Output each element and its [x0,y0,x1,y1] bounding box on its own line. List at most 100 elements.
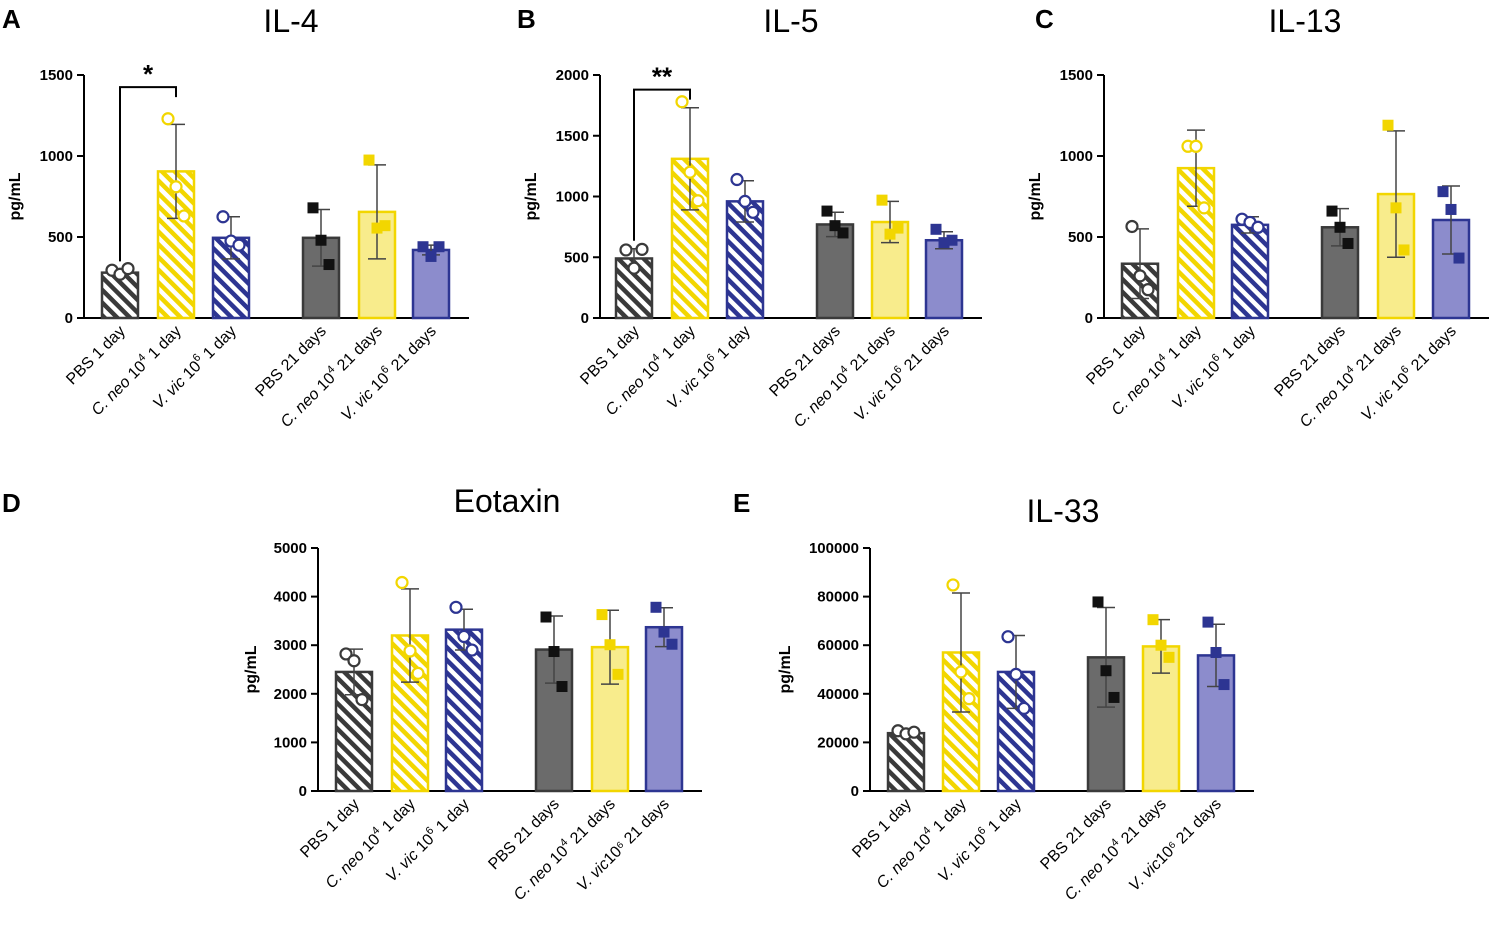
data-point [946,578,960,592]
x-tick-label: C. neo 104 1 day [1106,321,1204,419]
error-bar-2 [401,588,419,683]
y-tick-label: 1000 [1060,148,1093,165]
y-axis-title: pg/mL [777,645,794,693]
data-point [619,243,633,257]
data-point [1125,219,1139,234]
data-point [457,629,471,644]
y-axis-title: pg/mL [523,172,540,220]
y-tick-label: 0 [299,783,307,800]
x-tick-label: V. vic10⁶ 21 days [574,796,673,895]
bar-4 [815,223,855,320]
y-tick-label: 80000 [817,589,859,606]
data-point [177,209,191,223]
data-point [829,220,841,232]
y-tick-label: 2000 [556,67,589,84]
y-tick-label: 40000 [817,686,859,703]
y-tick-label: 500 [1068,229,1093,246]
bar-6 [644,625,684,793]
data-point [821,205,833,217]
data-point [556,681,568,693]
data-point [232,238,246,252]
data-point [1390,202,1402,214]
data-point [1453,252,1465,264]
data-point [930,223,942,235]
chart-title: IL-5 [763,3,818,39]
significance-bracket: * [119,59,177,262]
panel-letter: E [733,488,750,518]
data-point [433,241,445,253]
data-point [907,725,921,739]
panel-letter: B [517,4,536,34]
data-point [884,228,896,240]
data-point [1133,269,1147,283]
data-point [1218,679,1230,691]
chart-title: IL-4 [263,3,318,39]
data-point [540,611,552,623]
bar-4 [301,236,341,320]
chart-title: IL-13 [1269,3,1342,39]
data-point [1001,630,1015,644]
x-tick-label: V. vic 106 21 days [1356,321,1460,425]
x-tick-label: C. neo 104 21 days [1295,321,1405,431]
bar-6 [924,238,964,320]
y-tick-label: 1500 [556,128,589,145]
panel-letter: C [1035,4,1054,34]
y-tick-label: 5000 [274,540,307,557]
y-axis-title: pg/mL [1027,172,1044,220]
data-point [1147,614,1159,626]
data-point [658,626,670,638]
data-point [465,643,479,657]
panel-letter: A [2,4,21,34]
data-point [1210,646,1222,658]
error-bar-5 [1387,130,1405,258]
data-point [946,234,958,246]
data-point [395,575,409,590]
data-point [417,241,429,253]
data-point [1108,691,1120,703]
data-point [650,601,662,613]
data-point [1141,283,1155,297]
y-tick-label: 20000 [817,734,859,751]
data-point [1197,201,1211,215]
chart-title: IL-33 [1027,493,1100,529]
data-point [1017,701,1031,715]
data-point [1342,237,1354,249]
data-point [315,234,327,246]
y-tick-label: 500 [564,249,589,266]
data-point [347,654,361,668]
y-tick-label: 1500 [40,67,73,84]
y-tick-label: 100000 [809,540,859,557]
data-point [604,639,616,651]
data-point [411,666,425,680]
error-bar-2 [952,592,970,713]
data-point [1445,203,1457,215]
data-point [876,194,888,206]
data-point [635,242,649,256]
data-point [169,180,183,194]
data-point [1163,651,1175,663]
data-point [962,692,976,706]
bar-3 [211,236,251,320]
data-point [627,261,641,275]
y-axis-title: pg/mL [243,645,260,693]
data-point [666,638,678,650]
data-point [339,647,353,661]
chart-title: Eotaxin [454,483,561,519]
data-point [738,194,752,208]
data-point [1398,244,1410,256]
y-tick-label: 0 [65,310,73,327]
data-point [379,220,391,232]
data-point [323,259,335,271]
x-tick-label: V. vic 106 21 days [336,321,440,425]
y-tick-label: 0 [581,310,589,327]
data-point [371,222,383,234]
bar-2 [941,651,981,793]
x-tick-label: C. neo 104 21 days [509,794,619,904]
data-point [1382,119,1394,131]
data-point [683,165,697,179]
data-point [548,646,560,658]
